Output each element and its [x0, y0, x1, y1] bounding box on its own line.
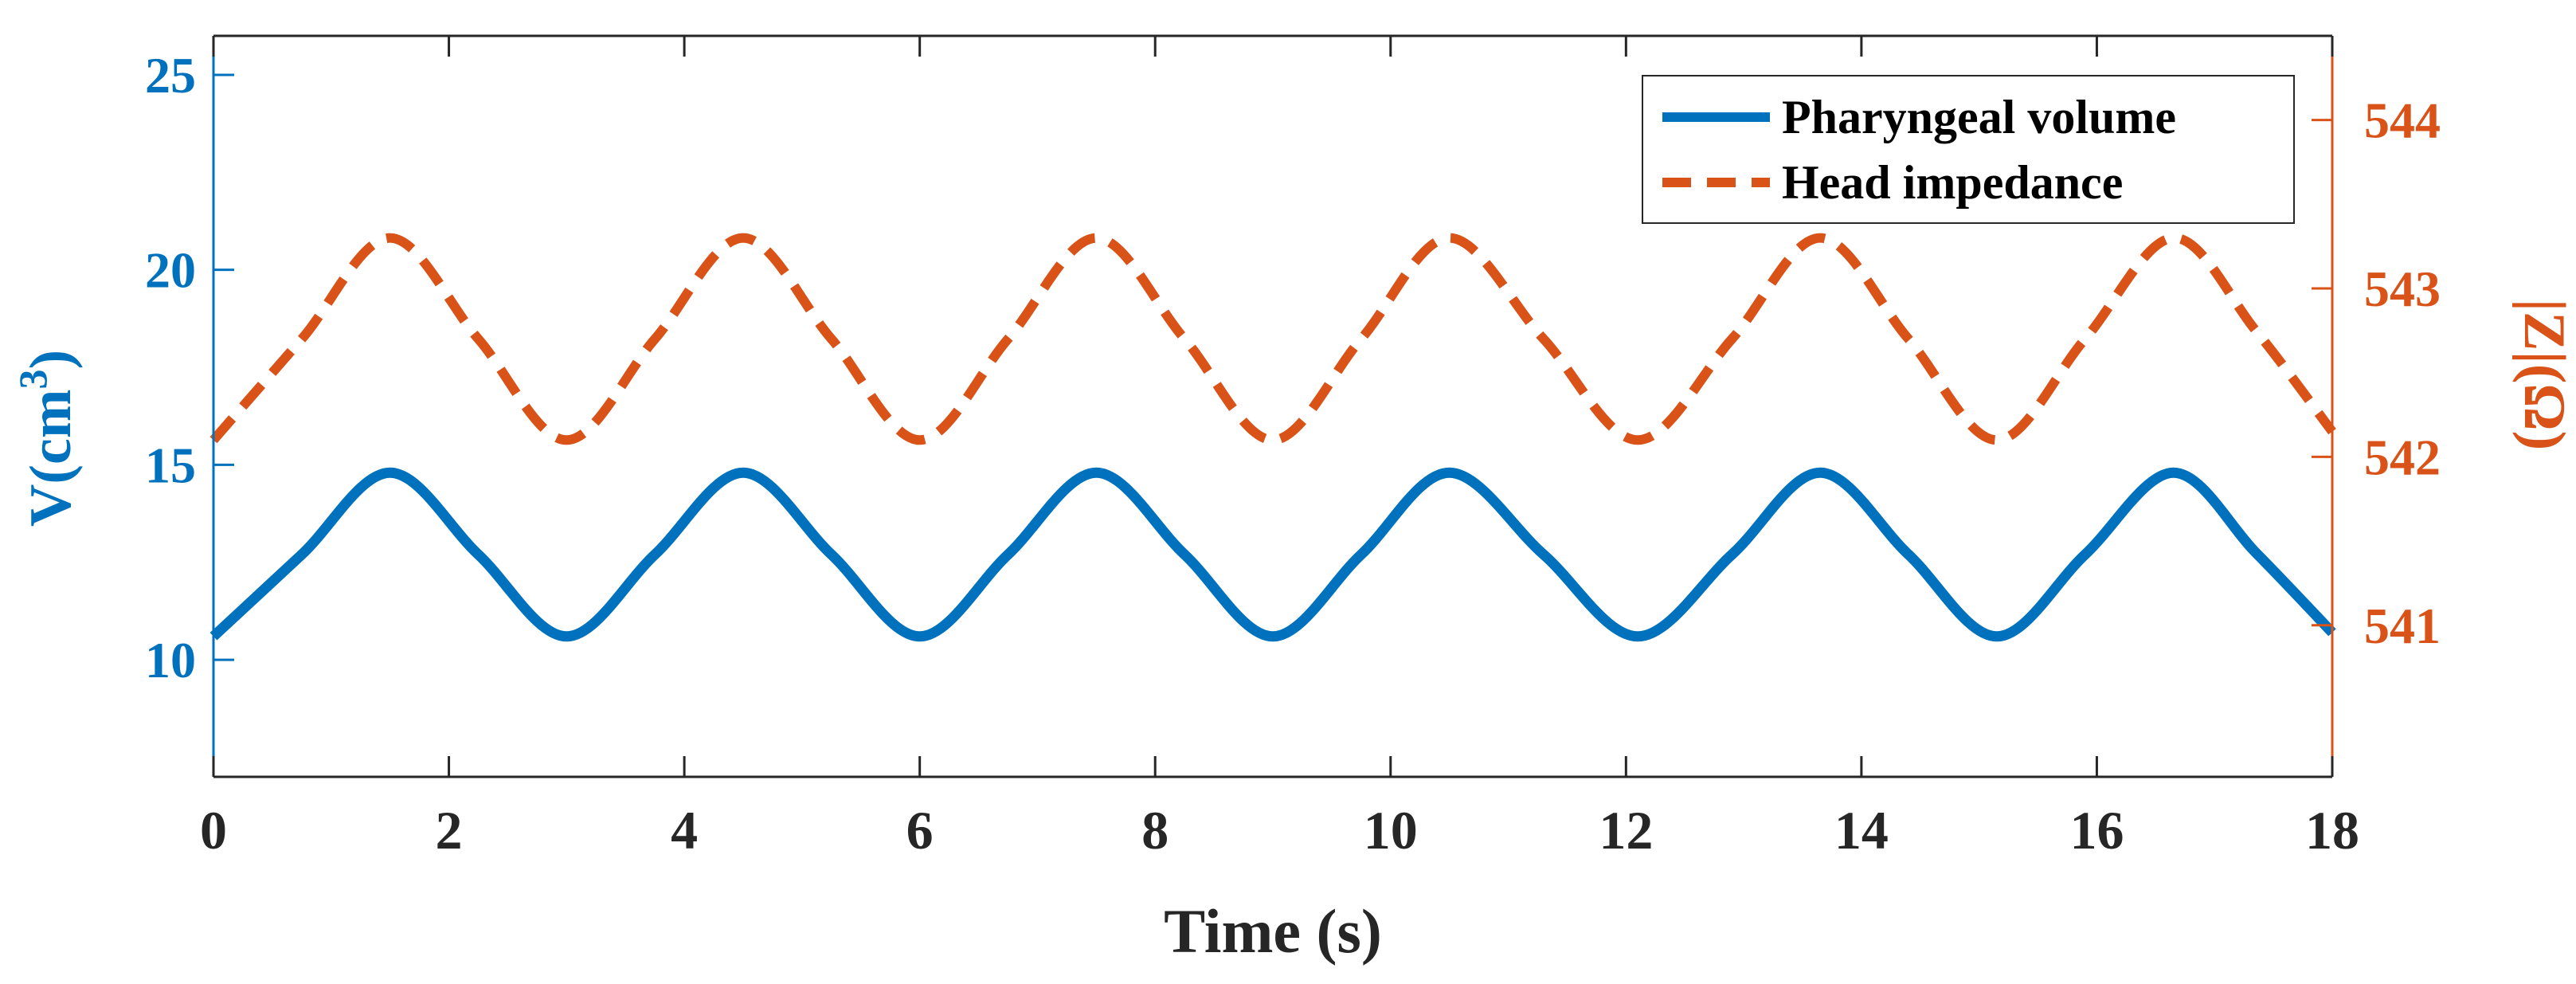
- legend-label-pharyngeal-volume: Pharyngeal volume: [1782, 91, 2176, 143]
- right-y-tick-label: 544: [2364, 92, 2441, 149]
- legend-box: [1642, 75, 2295, 224]
- series-line-1: [209, 233, 2336, 445]
- series-line-0: [209, 467, 2336, 642]
- right-y-tick-label: 543: [2364, 261, 2441, 317]
- legend-label-head-impedance: Head impedance: [1782, 156, 2123, 209]
- left-y-tick-label: 20: [145, 242, 196, 299]
- right-axis-label: |Z|(Ω): [2511, 299, 2576, 451]
- right-y-tick-label: 542: [2364, 429, 2441, 485]
- x-tick-label: 16: [2069, 800, 2124, 861]
- x-tick-label: 4: [671, 800, 698, 861]
- left-axis-label-main: V(cm: [18, 390, 84, 527]
- left-y-tick-label: 10: [145, 632, 196, 688]
- left-axis-label-close: ): [18, 350, 84, 370]
- left-axis-label-superscript: 3: [10, 370, 55, 390]
- x-tick-label: 8: [1141, 800, 1169, 861]
- x-tick-label: 6: [906, 800, 934, 861]
- x-tick-label: 10: [1364, 800, 1418, 861]
- x-tick-label: 18: [2305, 800, 2359, 861]
- axes-layer: 0 2 4 6 8 10 12 14 16 18 10 15 20 25 541 542 543 544: [145, 34, 2441, 861]
- left-axis-label: V(cm3): [10, 350, 84, 527]
- legend: Pharyngeal volume Head impedance: [1642, 75, 2295, 224]
- x-tick-label: 14: [1834, 800, 1889, 861]
- x-axis-label: Time (s): [1164, 896, 1382, 966]
- left-y-tick-label: 15: [145, 437, 196, 493]
- right-y-tick-label: 541: [2364, 598, 2441, 654]
- x-tick-label: 12: [1599, 800, 1653, 861]
- x-tick-label: 0: [200, 800, 227, 861]
- x-tick-label: 2: [436, 800, 463, 861]
- left-y-tick-label: 25: [145, 47, 196, 104]
- series-layer: [209, 233, 2336, 642]
